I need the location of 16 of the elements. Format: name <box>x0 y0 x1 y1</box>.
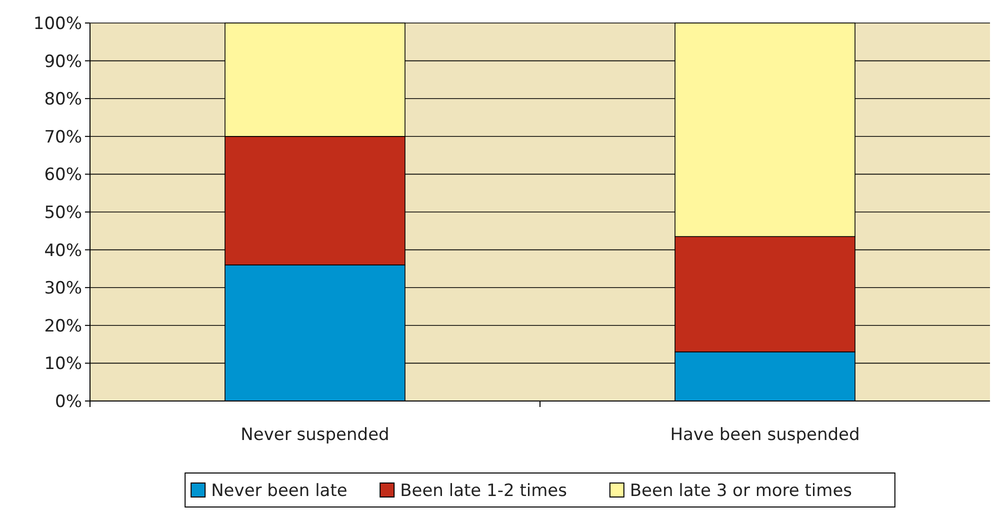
y-tick-label: 60% <box>44 165 82 186</box>
y-tick-label: 0% <box>55 392 82 412</box>
y-tick-label: 50% <box>44 202 82 223</box>
x-tick-label: Never suspended <box>240 425 390 445</box>
legend-label: Never been late <box>211 480 348 501</box>
y-tick-label: 40% <box>44 240 82 261</box>
y-tick-label: 90% <box>44 52 82 72</box>
x-tick-label: Have been suspended <box>670 425 860 445</box>
y-tick-label: 100% <box>33 14 82 34</box>
legend-label: Been late 3 or more times <box>630 480 852 501</box>
y-tick-label: 80% <box>44 90 82 110</box>
y-tick-label: 70% <box>44 127 82 148</box>
y-tick-label: 10% <box>44 354 82 374</box>
y-tick-label: 20% <box>44 316 82 336</box>
legend-label: Been late 1-2 times <box>400 480 568 501</box>
y-tick-label: 30% <box>44 278 82 299</box>
